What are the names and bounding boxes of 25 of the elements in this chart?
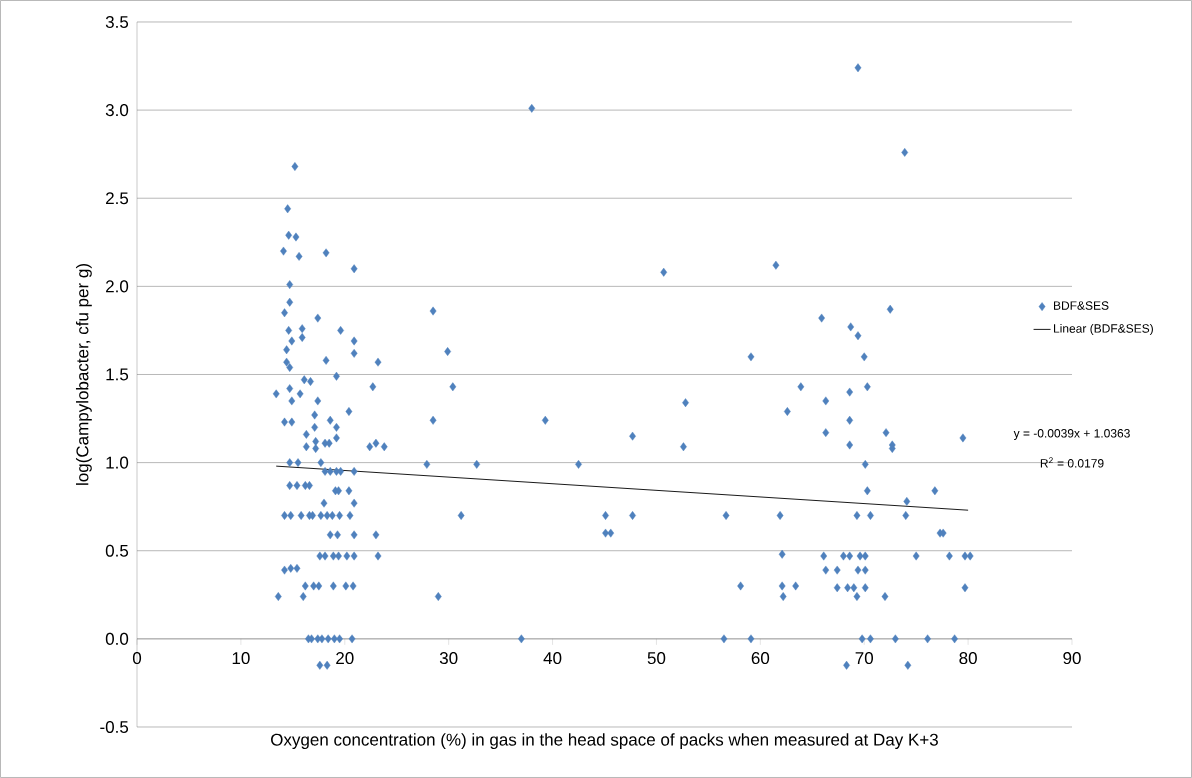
x-tick-label: 40 <box>543 652 562 665</box>
legend-label: BDF&SES <box>1054 301 1109 310</box>
x-tick-label: 30 <box>439 652 458 665</box>
y-tick-label: 2.5 <box>106 192 129 205</box>
y-tick-label: 1.0 <box>106 456 129 469</box>
x-tick-label: 90 <box>1063 652 1081 665</box>
x-tick-label: 80 <box>959 652 977 665</box>
y-tick-label: 1.5 <box>106 368 129 381</box>
y-tick-label: 3.5 <box>105 15 129 29</box>
x-tick-label: 70 <box>855 652 874 665</box>
x-tick-label: 20 <box>336 652 354 665</box>
x-tick-label: 10 <box>232 652 250 665</box>
y-tick-label: 0.0 <box>105 632 129 645</box>
y-tick-label: -0.5 <box>100 720 129 734</box>
x-tick-label: 0 <box>132 652 142 665</box>
y-axis-title: log(Campylobacter, cfu per g) <box>75 264 92 485</box>
legend-label: Linear (BDF&SES) <box>1054 323 1153 336</box>
x-tick-label: 60 <box>751 652 770 665</box>
x-axis-title: Oxygen concentration (%) in gas in the head space of packs when measured at Day K+3 <box>271 733 938 750</box>
x-tick-label: 50 <box>647 652 666 665</box>
y-tick-label: 2.0 <box>106 280 129 293</box>
annotation: y = -0.0039x + 1.0363 <box>1013 429 1130 440</box>
y-tick-label: 3.0 <box>105 104 129 117</box>
y-tick-label: 0.5 <box>105 544 129 557</box>
annotation: R$^{2}$ = 0.0179 <box>1040 457 1104 468</box>
